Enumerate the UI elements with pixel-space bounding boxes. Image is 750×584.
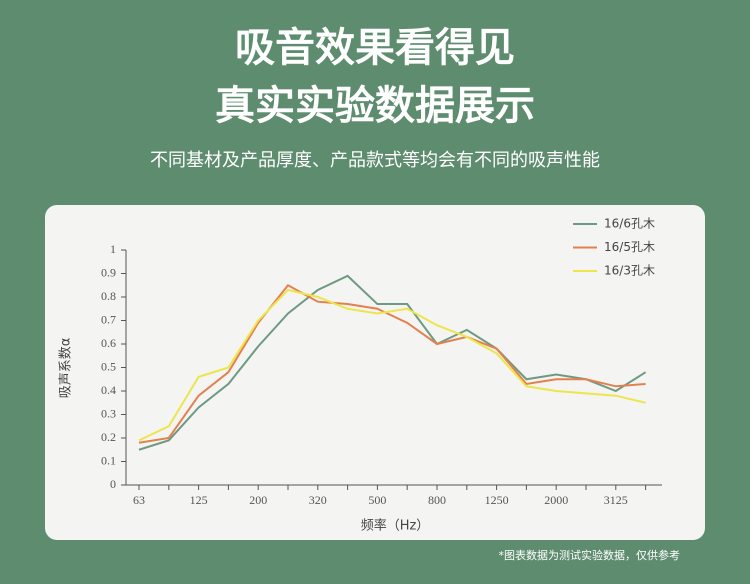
x-tick-label: 125	[190, 493, 208, 507]
y-tick-label: 0.7	[101, 312, 116, 326]
x-tick-label: 800	[428, 493, 446, 507]
x-tick-label: 200	[249, 493, 267, 507]
y-tick-label: 1	[110, 242, 116, 256]
y-tick-label: 0.8	[101, 289, 116, 303]
legend-label: 16/5孔木	[604, 240, 655, 254]
y-tick-label: 0.1	[101, 453, 116, 467]
x-tick-label: 1250	[485, 493, 509, 507]
y-tick-label: 0	[110, 477, 116, 491]
x-tick-label: 320	[309, 493, 327, 507]
footnote: *图表数据为测试实验数据，仅供参考	[499, 548, 681, 562]
legend-label: 16/6孔木	[604, 217, 655, 231]
series-line	[138, 274, 647, 451]
title-line2: 真实实验数据展示	[215, 83, 535, 129]
x-tick-label: 63	[133, 493, 145, 507]
y-axis-label: 吸声系数α	[59, 338, 74, 399]
x-axis-label: 频率（Hz）	[361, 518, 430, 534]
series-line	[138, 288, 646, 442]
x-tick-label: 500	[368, 493, 386, 507]
subtitle: 不同基材及产品厚度、产品款式等均会有不同的吸声性能	[150, 150, 600, 171]
title-line1: 吸音效果看得见	[235, 25, 515, 71]
series-line	[138, 283, 646, 444]
chart-card	[45, 205, 705, 540]
y-tick-label: 0.9	[101, 265, 116, 279]
y-tick-label: 0.5	[101, 359, 116, 373]
legend-label: 16/3孔木	[604, 264, 655, 278]
x-tick-label: 2000	[544, 493, 568, 507]
y-tick-label: 0.2	[101, 430, 116, 444]
x-tick-label: 3125	[604, 493, 628, 507]
y-tick-label: 0.3	[101, 406, 116, 420]
y-tick-label: 0.6	[101, 336, 116, 350]
y-tick-label: 0.4	[101, 383, 116, 397]
